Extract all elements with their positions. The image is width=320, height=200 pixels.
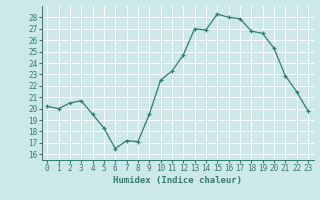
X-axis label: Humidex (Indice chaleur): Humidex (Indice chaleur) [113,176,242,185]
